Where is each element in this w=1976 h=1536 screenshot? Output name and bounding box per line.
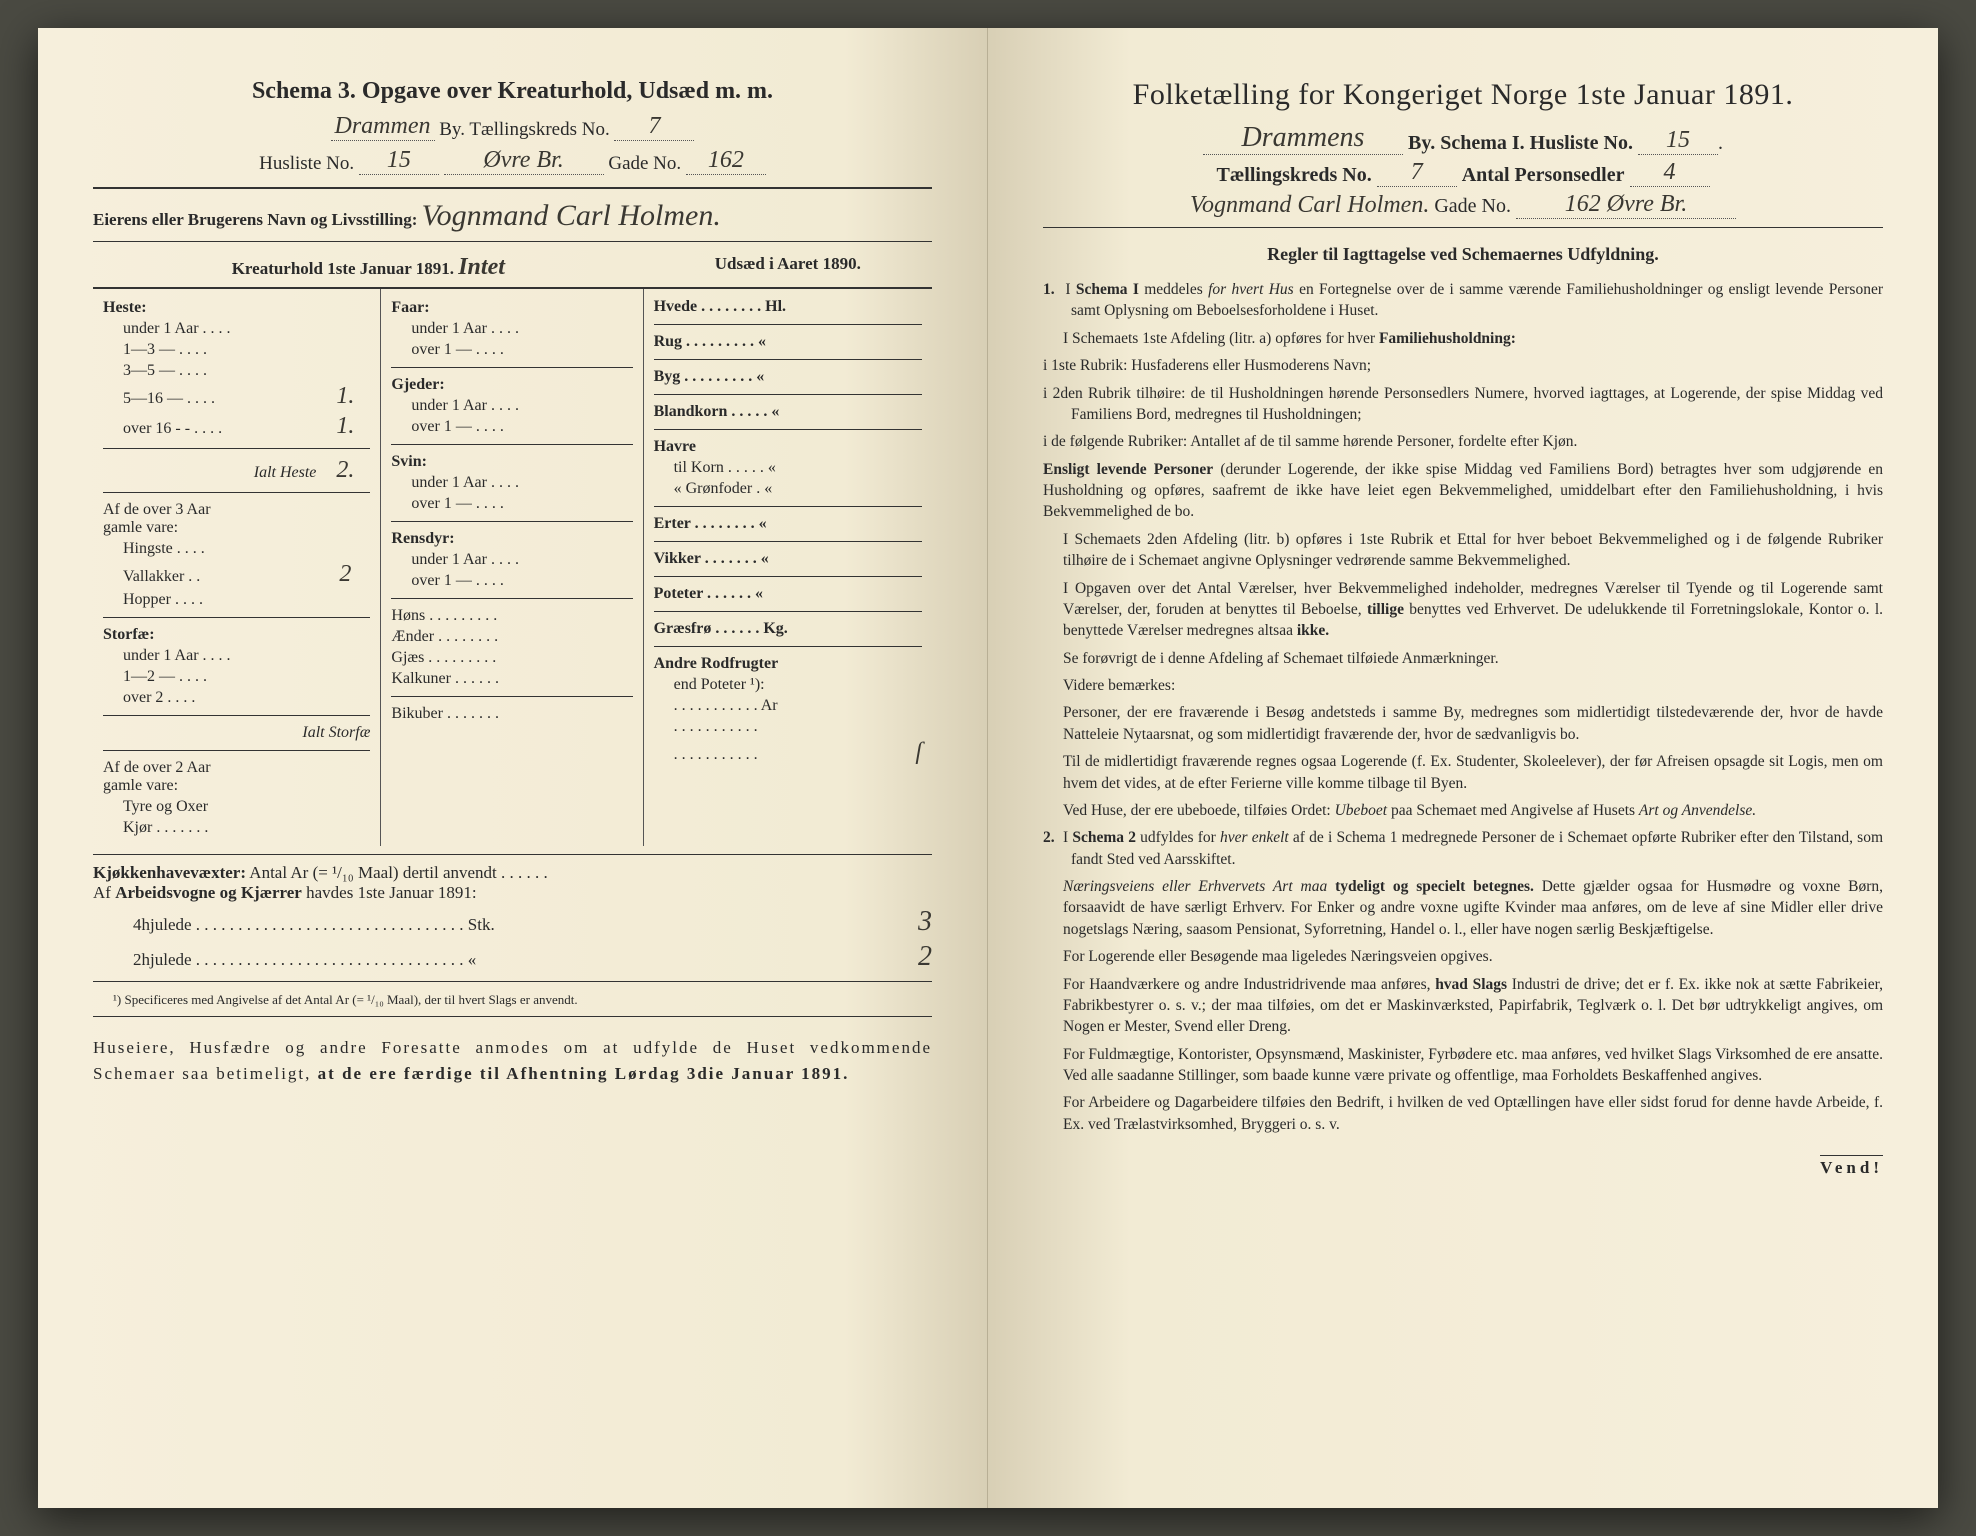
col-faar-etc: Faar: under 1 Aar . . . . over 1 — . . .… — [381, 289, 643, 846]
schema3-title: Schema 3. Opgave over Kreaturhold, Udsæd… — [93, 78, 932, 105]
heste-5-16-hw: 1. — [320, 383, 370, 410]
rule-p19: For Arbeidere og Dagarbeidere tilføies d… — [1043, 1092, 1883, 1135]
street-hw: Øvre Br. — [444, 147, 604, 175]
r-gade-hw: 162 Øvre Br. — [1516, 191, 1736, 219]
left-page: Schema 3. Opgave over Kreaturhold, Udsæd… — [38, 28, 988, 1508]
r-line3: Vognmand Carl Holmen. Gade No. 162 Øvre … — [1043, 191, 1883, 219]
document-spread: Schema 3. Opgave over Kreaturhold, Udsæd… — [38, 28, 1938, 1508]
rule-p15: Næringsveiens eller Erhvervets Art maa t… — [1043, 876, 1883, 940]
2hjul-line: 2hjulede . . . . . . . . . . . . . . . .… — [93, 941, 932, 973]
heste-over16-hw: 1. — [320, 413, 370, 440]
gade-hw: 162 — [686, 147, 766, 175]
column-headers: Kreaturhold 1ste Januar 1891. Intet Udsæ… — [93, 250, 932, 285]
r-owner-hw: Vognmand Carl Holmen. — [1190, 192, 1429, 218]
r-line2: Tællingskreds No. 7 Antal Personsedler 4 — [1043, 159, 1883, 187]
r-husliste-hw: 15 — [1638, 127, 1718, 155]
rule-p13: Ved Huse, der ere ubeboede, tilføies Ord… — [1043, 800, 1883, 821]
udsaed-mark-hw: ſ — [915, 739, 922, 766]
rule-p10: Videre bemærkes: — [1043, 675, 1883, 696]
divider — [93, 854, 932, 855]
kreds-hw: 7 — [614, 113, 694, 141]
4hjul-hw: 3 — [918, 906, 932, 938]
r-kreds-hw: 7 — [1377, 159, 1457, 187]
col-udsaed: Hvede . . . . . . . . Hl. Rug . . . . . … — [644, 289, 932, 846]
arbeidsvogne-line: Af Arbeidsvogne og Kjærrer havdes 1ste J… — [93, 883, 932, 903]
col-heste-storfae: Heste: under 1 Aar . . . . 1—3 — . . . .… — [93, 289, 381, 846]
rule-p6: Ensligt levende Personer (derunder Loger… — [1043, 459, 1883, 523]
rule-1: 1. I Schema I meddeles for hvert Hus en … — [1043, 279, 1883, 322]
city-hw: Drammen — [331, 113, 435, 141]
folketaelling-title: Folketælling for Kongeriget Norge 1ste J… — [1043, 78, 1883, 112]
divider — [1043, 227, 1883, 228]
header-husliste-line: Husliste No. 15 Øvre Br. Gade No. 162 — [93, 147, 932, 175]
rule-p5: i de følgende Rubriker: Antallet af de t… — [1043, 431, 1883, 452]
rule-p12: Til de midlertidigt fraværende regnes og… — [1043, 751, 1883, 794]
rule-2: 2. I Schema 2 udfyldes for hver enkelt a… — [1043, 827, 1883, 870]
right-page: Folketælling for Kongeriget Norge 1ste J… — [988, 28, 1938, 1508]
vallakker-hw: 2 — [320, 561, 370, 588]
owner-line: Eierens eller Brugerens Navn og Livsstil… — [93, 199, 932, 233]
vend: Vend! — [1820, 1155, 1883, 1178]
rule-p17: For Haandværkere og andre Industridriven… — [1043, 974, 1883, 1038]
rule-p3: i 1ste Rubrik: Husfaderens eller Husmode… — [1043, 355, 1883, 376]
rule-p16: For Logerende eller Besøgende maa ligele… — [1043, 946, 1883, 967]
divider — [93, 981, 932, 982]
divider — [93, 1016, 932, 1017]
rule-p8: I Opgaven over det Antal Værelser, hver … — [1043, 578, 1883, 642]
r-personsedler-hw: 4 — [1630, 159, 1710, 187]
rules-body: 1. I Schema I meddeles for hvert Hus en … — [1043, 279, 1883, 1135]
intet-hw: Intet — [458, 254, 505, 280]
rules-title: Regler til Iagttagelse ved Schemaernes U… — [1043, 244, 1883, 265]
owner-hw: Vognmand Carl Holmen. — [422, 199, 721, 232]
closing-text: Huseiere, Husfædre og andre Foresatte an… — [93, 1035, 932, 1086]
divider — [93, 187, 932, 189]
ialt-heste-hw: 2. — [320, 457, 370, 484]
2hjul-hw: 2 — [918, 941, 932, 973]
rule-p7: I Schemaets 2den Afdeling (litr. b) opfø… — [1043, 529, 1883, 572]
husliste-hw: 15 — [359, 147, 439, 175]
r-line1: Drammens By. Schema I. Husliste No. 15. — [1043, 122, 1883, 155]
rule-p2: I Schemaets 1ste Afdeling (litr. a) opfø… — [1043, 328, 1883, 349]
rule-p9: Se forøvrigt de i denne Afdeling af Sche… — [1043, 648, 1883, 669]
rule-p4: i 2den Rubrik tilhøire: de til Husholdni… — [1043, 383, 1883, 426]
footnote: ¹) Specificeres med Angivelse af det Ant… — [93, 992, 932, 1008]
kjokken-line: Kjøkkenhavevæxter: Antal Ar (= ¹/₁₀ Maal… — [93, 863, 932, 883]
divider — [93, 241, 932, 242]
header-by-line: Drammen By. Tællingskreds No. 7 — [93, 113, 932, 141]
livestock-grid: Heste: under 1 Aar . . . . 1—3 — . . . .… — [93, 288, 932, 846]
r-city-hw: Drammens — [1203, 122, 1403, 155]
4hjul-line: 4hjulede . . . . . . . . . . . . . . . .… — [93, 906, 932, 938]
rule-p18: For Fuldmægtige, Kontorister, Opsynsmænd… — [1043, 1044, 1883, 1087]
rule-p11: Personer, der ere fraværende i Besøg and… — [1043, 702, 1883, 745]
